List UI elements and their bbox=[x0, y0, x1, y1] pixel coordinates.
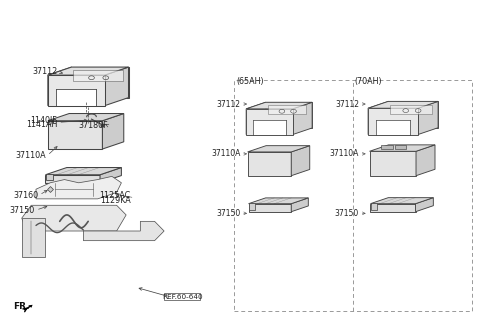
Text: 37150: 37150 bbox=[10, 206, 35, 215]
Text: 37112: 37112 bbox=[216, 99, 240, 109]
Polygon shape bbox=[371, 198, 433, 204]
Polygon shape bbox=[100, 167, 121, 183]
Polygon shape bbox=[72, 67, 129, 97]
Text: 37112: 37112 bbox=[32, 67, 57, 77]
Polygon shape bbox=[371, 204, 416, 212]
Polygon shape bbox=[265, 102, 312, 128]
Polygon shape bbox=[246, 109, 293, 135]
Text: 37112: 37112 bbox=[335, 99, 359, 109]
Text: 1129KA: 1129KA bbox=[100, 196, 131, 205]
Polygon shape bbox=[102, 113, 124, 149]
Polygon shape bbox=[416, 145, 435, 176]
FancyBboxPatch shape bbox=[164, 293, 200, 300]
Text: 37160: 37160 bbox=[13, 191, 38, 199]
Polygon shape bbox=[246, 102, 265, 135]
Polygon shape bbox=[248, 146, 310, 152]
Polygon shape bbox=[22, 205, 126, 231]
Polygon shape bbox=[381, 146, 393, 149]
Polygon shape bbox=[22, 218, 46, 257]
Polygon shape bbox=[47, 174, 53, 180]
Polygon shape bbox=[395, 146, 407, 149]
Polygon shape bbox=[416, 198, 433, 212]
Polygon shape bbox=[56, 89, 96, 106]
Text: 37110A: 37110A bbox=[16, 151, 47, 160]
Polygon shape bbox=[250, 203, 254, 210]
Text: (65AH): (65AH) bbox=[236, 77, 264, 86]
Text: 37110A: 37110A bbox=[211, 149, 240, 158]
Polygon shape bbox=[368, 108, 418, 135]
Text: 37150: 37150 bbox=[335, 209, 359, 218]
Polygon shape bbox=[368, 101, 438, 108]
Text: 1125AC: 1125AC bbox=[100, 191, 131, 200]
Polygon shape bbox=[249, 198, 308, 204]
Polygon shape bbox=[46, 167, 121, 175]
Polygon shape bbox=[48, 67, 72, 106]
Polygon shape bbox=[291, 198, 308, 212]
Polygon shape bbox=[84, 221, 164, 241]
Polygon shape bbox=[48, 113, 124, 121]
Text: FR.: FR. bbox=[13, 302, 30, 311]
Polygon shape bbox=[372, 203, 377, 210]
Polygon shape bbox=[48, 75, 105, 106]
Polygon shape bbox=[48, 121, 102, 149]
Text: 37110A: 37110A bbox=[330, 149, 359, 158]
Polygon shape bbox=[291, 146, 310, 176]
Polygon shape bbox=[248, 152, 291, 176]
Polygon shape bbox=[73, 70, 123, 81]
Polygon shape bbox=[388, 101, 438, 128]
Polygon shape bbox=[48, 67, 129, 75]
Text: 37150: 37150 bbox=[216, 209, 240, 218]
Text: 1140JF: 1140JF bbox=[31, 116, 57, 125]
Polygon shape bbox=[375, 120, 410, 135]
Polygon shape bbox=[249, 204, 291, 212]
Polygon shape bbox=[267, 106, 306, 114]
Polygon shape bbox=[36, 176, 121, 199]
Polygon shape bbox=[370, 145, 435, 151]
Text: REF.60-640: REF.60-640 bbox=[162, 294, 203, 300]
Text: (70AH): (70AH) bbox=[355, 77, 383, 86]
Polygon shape bbox=[390, 105, 432, 114]
Polygon shape bbox=[246, 102, 312, 109]
Bar bbox=[234, 80, 471, 311]
FancyArrow shape bbox=[24, 305, 33, 311]
Polygon shape bbox=[418, 101, 438, 135]
Polygon shape bbox=[368, 101, 388, 135]
Text: 1141AH: 1141AH bbox=[26, 120, 57, 129]
Polygon shape bbox=[46, 175, 100, 183]
Polygon shape bbox=[253, 120, 286, 135]
Polygon shape bbox=[370, 151, 416, 176]
Text: 37180F: 37180F bbox=[78, 121, 108, 130]
Polygon shape bbox=[293, 102, 312, 135]
Polygon shape bbox=[105, 67, 129, 106]
